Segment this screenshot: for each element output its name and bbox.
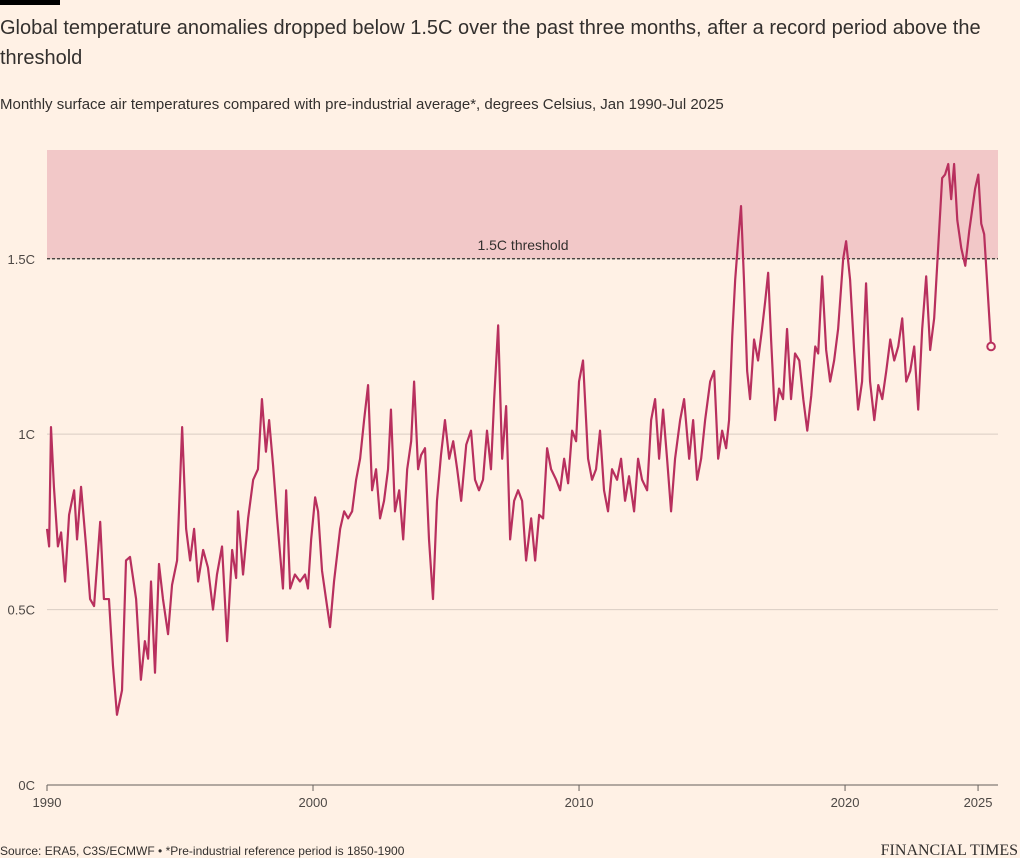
x-tick-label: 2000: [299, 795, 328, 810]
plot: 0C 0.5C 1C 1.5C 1.5C threshold 1990 2000 2010 20…: [8, 150, 998, 810]
x-tick-label: 2020: [831, 795, 860, 810]
x-tick-label: 2010: [565, 795, 594, 810]
data-line: [45, 162, 993, 716]
source: Source: ERA5, C3S/ECMWF • *Pre-industria…: [0, 844, 405, 858]
threshold-label: 1.5C threshold: [477, 237, 568, 253]
y-tick-label: 0C: [18, 778, 35, 793]
x-tick-label: 1990: [33, 795, 62, 810]
end-marker: [986, 341, 996, 352]
chart-subtitle: Monthly surface air temperatures compare…: [0, 96, 724, 113]
y-tick-label: 1C: [18, 427, 35, 442]
threshold-band: [47, 150, 998, 259]
brand: FINANCIAL TIMES: [881, 842, 1018, 858]
y-tick-label: 1.5C: [8, 252, 35, 267]
x-tick-label: 2025: [964, 795, 993, 810]
chart-title: Global temperature anomalies dropped bel…: [0, 17, 981, 69]
brand-bar: [0, 0, 60, 5]
y-tick-label: 0.5C: [8, 603, 35, 618]
